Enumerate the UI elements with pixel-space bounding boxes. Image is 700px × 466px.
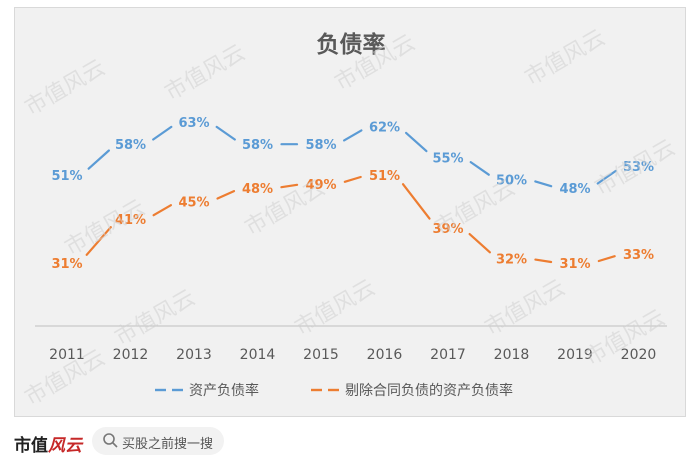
x-tick-label: 2015: [303, 347, 339, 363]
search-placeholder: 买股之前搜一搜: [122, 437, 214, 452]
x-tick-label: 2017: [430, 347, 466, 363]
legend-label: 资产负债率: [189, 382, 259, 399]
search-box[interactable]: 买股之前搜一搜: [92, 427, 224, 455]
series-0-segment: [534, 180, 553, 188]
series-1-segment: [534, 258, 553, 264]
series-0-segment: [405, 131, 428, 153]
series-1-segment: [468, 233, 491, 254]
series-0-segment: [596, 169, 617, 185]
chart: 负债率 51% 58% 63% 58% 58% 62% 55% 50% 48% 53% 31% 41%…: [35, 31, 667, 399]
series-1-segment: [216, 190, 236, 200]
x-tick-label: 2020: [621, 347, 657, 363]
series-1-segment: [343, 175, 362, 183]
x-tick-label: 2016: [367, 347, 403, 363]
series-0-segment: [152, 125, 173, 141]
data-label-series-1: 45%: [178, 195, 209, 210]
data-label-series-0: 53%: [623, 160, 654, 175]
data-label-series-1: 51%: [369, 169, 400, 184]
x-tick-label: 2019: [557, 347, 593, 363]
data-label-series-1: 31%: [559, 257, 590, 272]
series-0-segment: [87, 149, 111, 170]
data-label-series-0: 58%: [115, 138, 146, 153]
series-1-segment: [85, 226, 112, 256]
data-label-series-0: 63%: [178, 116, 209, 131]
data-label-series-0: 58%: [305, 138, 336, 153]
brand-logo: 市值风云: [14, 431, 82, 456]
x-tick-label: 2013: [176, 347, 212, 363]
data-label-series-1: 39%: [432, 222, 463, 237]
legend-label: 剔除合同负债的资产负债率: [345, 382, 513, 399]
x-tick-label: 2011: [49, 347, 85, 363]
brand-logo-text: 风云: [48, 436, 82, 456]
series-0-segment: [469, 161, 490, 176]
footer-bar: 市值风云 买股之前搜一搜: [0, 418, 700, 466]
series-0-segment: [215, 125, 236, 141]
series-1-segment: [401, 183, 431, 220]
x-tick-label: 2014: [240, 347, 276, 363]
data-label-series-0: 50%: [496, 173, 527, 188]
data-label-series-0: 51%: [51, 169, 82, 184]
data-label-series-0: 62%: [369, 121, 400, 136]
data-label-series-1: 31%: [51, 257, 82, 272]
data-label-series-0: 48%: [559, 182, 590, 197]
series-1-segment: [152, 204, 172, 217]
data-label-series-1: 49%: [305, 178, 336, 193]
data-label-series-1: 48%: [242, 182, 273, 197]
brand-text: 市值: [14, 436, 48, 456]
search-icon: [103, 433, 118, 448]
data-label-series-0: 55%: [432, 151, 463, 166]
data-label-series-0: 58%: [242, 138, 273, 153]
data-label-series-1: 33%: [623, 248, 654, 263]
series-0-segment: [343, 129, 363, 142]
data-label-series-1: 41%: [115, 213, 146, 228]
x-tick-label: 2018: [494, 347, 530, 363]
series-1-segment: [597, 255, 616, 263]
x-tick-label: 2012: [113, 347, 149, 363]
chart-title: 负债率: [317, 31, 386, 58]
data-label-series-1: 32%: [496, 253, 527, 268]
chart-frame: 负债率 51% 58% 63% 58% 58% 62% 55% 50% 48% 53% 31% 41%…: [14, 7, 686, 417]
series-1-segment: [280, 183, 299, 189]
